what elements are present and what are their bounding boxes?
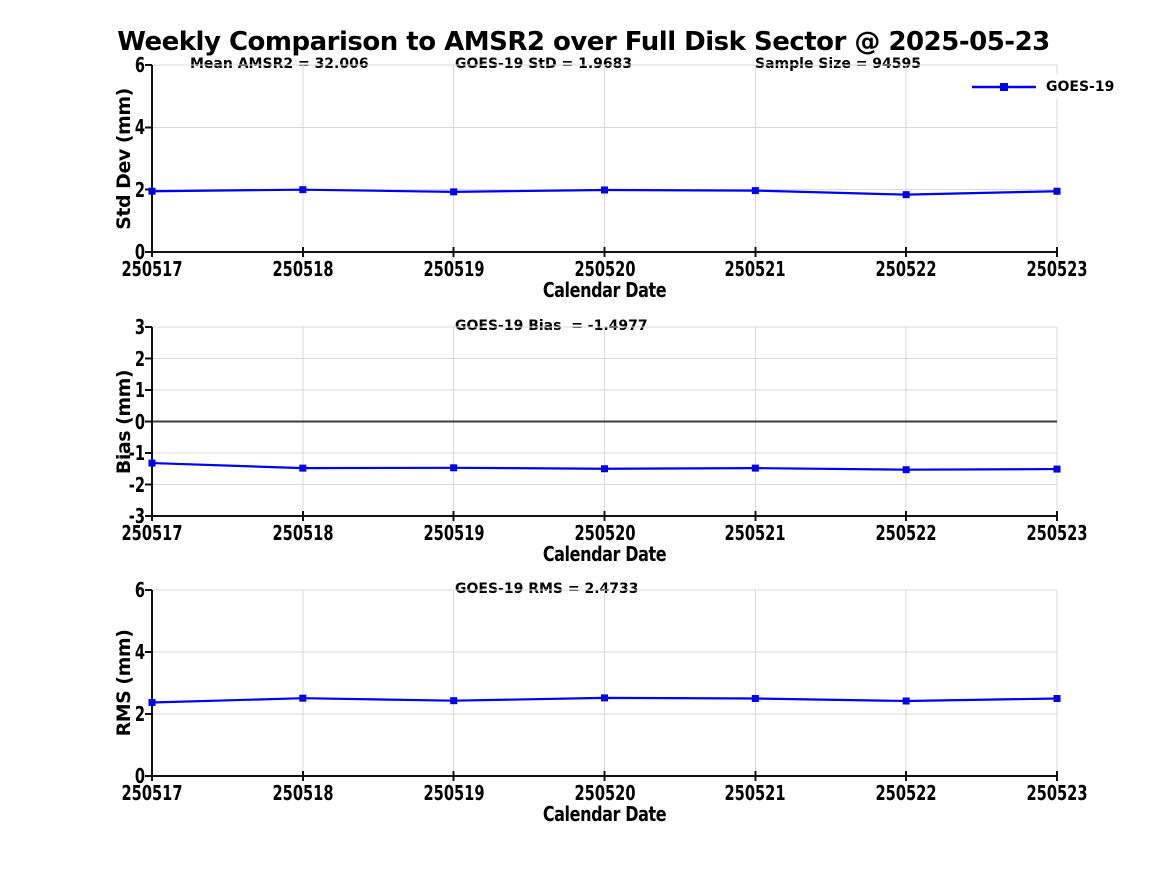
data-point [299, 186, 307, 194]
x-tick-label: 250518 [272, 781, 334, 805]
data-point [751, 695, 759, 702]
x-tick-label: 250520 [574, 521, 635, 545]
data-point [902, 466, 910, 474]
annotation-mean-amsr2: Mean AMSR2 = 32.006 [190, 56, 369, 72]
x-tick-label: 250518 [272, 257, 334, 281]
subplot-bias: Bias (mm) GOES-19 Bias = -1.4977 Calenda… [113, 317, 1087, 564]
annotation-goes19-rms: GOES-19 RMS = 2.4733 [455, 581, 639, 597]
figure-title: Weekly Comparison to AMSR2 over Full Dis… [117, 27, 1050, 57]
x-tick-label: 250517 [121, 257, 183, 281]
x-tick-label: 250519 [423, 521, 485, 545]
y-tick-label: 4 [134, 115, 145, 140]
data-point [601, 186, 608, 194]
x-tick-label: 250522 [875, 521, 937, 545]
y-tick-label: 3 [134, 315, 145, 339]
y-tick-label: 2 [134, 702, 145, 726]
y-tick-label: 6 [134, 53, 145, 77]
data-point [148, 459, 156, 467]
y-tick-label: 2 [134, 346, 145, 371]
subplot-std-dev: Std Dev (mm) Mean AMSR2 = 32.006 GOES-19… [113, 55, 1119, 300]
x-tick-label: 250521 [724, 521, 786, 545]
data-point [902, 697, 910, 705]
x-axis-label: Calendar Date [542, 542, 667, 566]
y-tick-label: 0 [134, 764, 145, 788]
x-tick-label: 250521 [724, 257, 786, 281]
x-tick-label: 250519 [423, 781, 485, 805]
data-point [299, 694, 307, 702]
x-tick-label: 250521 [724, 781, 786, 805]
data-point [601, 465, 608, 473]
data-point [1053, 695, 1061, 702]
annotation-sample-size: Sample Size = 94595 [755, 56, 922, 72]
legend-line-marker-icon [972, 83, 1036, 91]
data-point [902, 191, 910, 199]
x-tick-label: 250523 [1026, 521, 1088, 545]
plot-area [145, 64, 1061, 257]
x-tick-label: 250520 [574, 781, 635, 805]
data-point [148, 187, 156, 195]
data-point [1053, 187, 1061, 195]
x-tick-label: 250523 [1026, 781, 1088, 805]
x-tick-label: 250518 [272, 521, 334, 545]
data-point [450, 697, 458, 705]
y-tick-label: 0 [134, 409, 145, 434]
data-point [450, 464, 458, 472]
y-tick-label: -3 [128, 504, 145, 528]
y-tick-label: 4 [134, 640, 145, 664]
y-tick-label: -2 [128, 472, 145, 497]
y-tick-label: 0 [134, 240, 145, 264]
y-tick-label: 2 [134, 177, 145, 202]
y-tick-label: -1 [128, 441, 145, 465]
data-point [751, 464, 759, 472]
data-point [1053, 465, 1061, 473]
y-axis-label: Std Dev (mm) [113, 87, 135, 230]
data-point [148, 699, 156, 707]
data-point [450, 188, 458, 196]
x-tick-label: 250517 [121, 781, 183, 805]
annotation-goes19-bias: GOES-19 Bias = -1.4977 [455, 318, 648, 334]
data-point [751, 187, 759, 195]
x-tick-label: 250520 [574, 257, 635, 281]
plot-area [145, 589, 1061, 781]
legend-label: GOES-19 [1046, 79, 1115, 95]
x-tick-label: 250522 [875, 257, 937, 281]
x-axis-label: Calendar Date [542, 802, 667, 826]
x-axis-label: Calendar Date [542, 278, 667, 302]
y-tick-label: 6 [134, 578, 145, 602]
annotation-goes19-std: GOES-19 StD = 1.9683 [455, 56, 633, 72]
legend: GOES-19 [968, 75, 1119, 99]
x-tick-label: 250522 [875, 781, 937, 805]
data-point [299, 464, 307, 472]
subplot-rms: RMS (mm) GOES-19 RMS = 2.4733 Calendar D… [113, 580, 1087, 824]
plot-area [145, 326, 1061, 521]
data-point [601, 694, 608, 702]
x-tick-label: 250517 [121, 521, 183, 545]
y-tick-label: 1 [134, 378, 145, 402]
x-tick-label: 250523 [1026, 257, 1088, 281]
x-tick-label: 250519 [423, 257, 485, 281]
